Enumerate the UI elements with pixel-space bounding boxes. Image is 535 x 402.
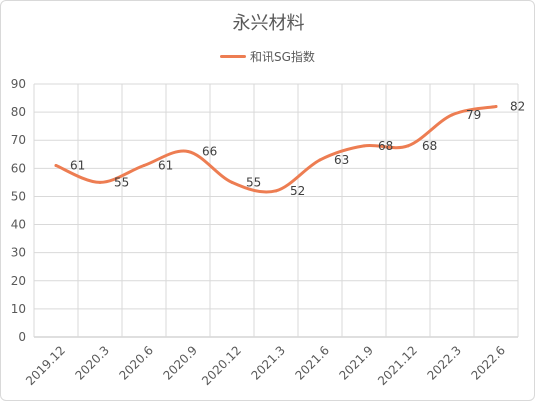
data-point bbox=[230, 180, 234, 184]
x-tick-label: 2022.3 bbox=[424, 343, 464, 383]
data-point bbox=[186, 149, 190, 153]
data-label: 68 bbox=[422, 139, 437, 153]
data-point bbox=[406, 144, 410, 148]
y-tick-label: 70 bbox=[11, 133, 26, 147]
data-point bbox=[362, 144, 366, 148]
legend-label: 和讯SG指数 bbox=[250, 49, 315, 64]
y-tick-label: 80 bbox=[11, 105, 26, 119]
data-label: 61 bbox=[70, 159, 85, 173]
x-tick-label: 2020.12 bbox=[199, 343, 244, 388]
y-tick-label: 40 bbox=[11, 218, 26, 232]
data-label: 55 bbox=[114, 175, 129, 189]
data-point bbox=[54, 164, 58, 168]
chart-title: 永兴材料 bbox=[232, 13, 305, 34]
x-tick-label: 2021.3 bbox=[248, 343, 288, 383]
data-point bbox=[274, 189, 278, 193]
x-tick-label: 2020.9 bbox=[160, 343, 200, 383]
x-tick-label: 2020.6 bbox=[116, 343, 156, 383]
y-tick-label: 0 bbox=[18, 330, 26, 344]
y-tick-label: 90 bbox=[11, 77, 26, 91]
legend-line-swatch bbox=[220, 54, 246, 58]
data-label: 52 bbox=[290, 184, 305, 198]
data-label: 68 bbox=[378, 139, 393, 153]
data-label: 55 bbox=[246, 175, 261, 189]
data-point bbox=[494, 104, 498, 108]
data-label: 79 bbox=[466, 108, 481, 122]
data-point bbox=[450, 113, 454, 117]
x-tick-label: 2022.6 bbox=[468, 343, 508, 383]
y-tick-label: 50 bbox=[11, 189, 26, 203]
data-label: 82 bbox=[510, 99, 525, 113]
y-tick-label: 60 bbox=[11, 161, 26, 175]
data-point bbox=[98, 180, 102, 184]
data-point bbox=[142, 164, 146, 168]
x-tick-label: 2020.3 bbox=[72, 343, 112, 383]
x-tick-label: 2021.12 bbox=[375, 343, 420, 388]
y-tick-label: 10 bbox=[11, 302, 26, 316]
y-tick-label: 30 bbox=[11, 246, 26, 260]
y-tick-label: 20 bbox=[11, 274, 26, 288]
x-tick-label: 2019.12 bbox=[23, 343, 68, 388]
x-tick-label: 2021.6 bbox=[292, 343, 332, 383]
data-label: 61 bbox=[158, 159, 173, 173]
data-label: 63 bbox=[334, 153, 349, 167]
data-point bbox=[318, 158, 322, 162]
legend: 和讯SG指数 bbox=[220, 48, 315, 64]
data-label: 66 bbox=[202, 144, 217, 158]
x-tick-label: 2021.9 bbox=[336, 343, 376, 383]
